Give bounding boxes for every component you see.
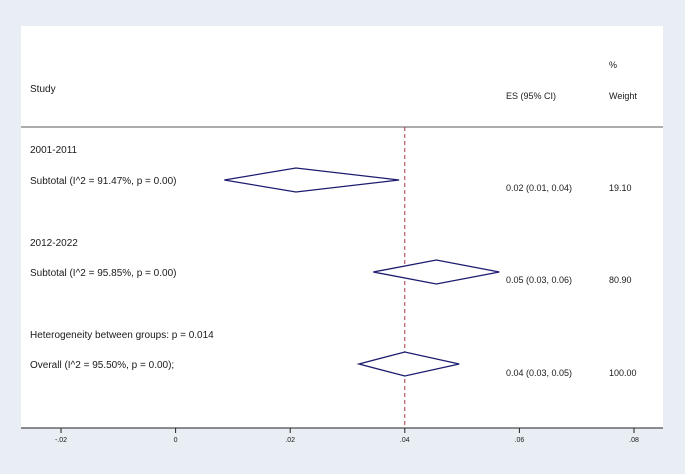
subtotal-weight-2012-2022: 80.90 bbox=[609, 275, 632, 285]
x-tick-label: .08 bbox=[629, 437, 639, 444]
x-tick-label: .06 bbox=[515, 437, 525, 444]
subtotal-es-2012-2022: 0.05 (0.03, 0.06) bbox=[506, 275, 572, 285]
subtotal-label-2012-2022: Subtotal (I^2 = 95.85%, p = 0.00) bbox=[30, 268, 176, 279]
study-column-header: Study bbox=[30, 84, 56, 95]
weight-column-header-bottom: Weight bbox=[609, 91, 637, 101]
subtotal-weight-2001-2011: 19.10 bbox=[609, 183, 632, 193]
plot-area bbox=[21, 26, 663, 428]
group-label-2001-2011: 2001-2011 bbox=[30, 145, 78, 156]
subtotal-es-2001-2011: 0.02 (0.01, 0.04) bbox=[506, 183, 572, 193]
overall-es: 0.04 (0.03, 0.05) bbox=[506, 368, 572, 378]
es-column-header: ES (95% CI) bbox=[506, 91, 556, 101]
subtotal-diamond-2012-2022 bbox=[373, 259, 500, 285]
x-tick-label: 0 bbox=[174, 437, 178, 444]
x-axis-ticks: -.02 0 .02 .04 .06 .08 bbox=[55, 428, 639, 444]
subtotal-label-2001-2011: Subtotal (I^2 = 91.47%, p = 0.00) bbox=[30, 176, 176, 187]
overall-weight: 100.00 bbox=[609, 368, 637, 378]
heterogeneity-note: Heterogeneity between groups: p = 0.014 bbox=[30, 330, 214, 341]
group-label-2012-2022: 2012-2022 bbox=[30, 238, 78, 249]
subtotal-diamond-2001-2011 bbox=[224, 167, 400, 193]
overall-label: Overall (I^2 = 95.50%, p = 0.00); bbox=[30, 360, 174, 371]
x-tick-label: .02 bbox=[285, 437, 295, 444]
x-tick-label: -.02 bbox=[55, 437, 67, 444]
overall-diamond bbox=[356, 351, 460, 377]
x-tick-label: .04 bbox=[400, 437, 410, 444]
weight-column-header-top: % bbox=[609, 60, 617, 70]
